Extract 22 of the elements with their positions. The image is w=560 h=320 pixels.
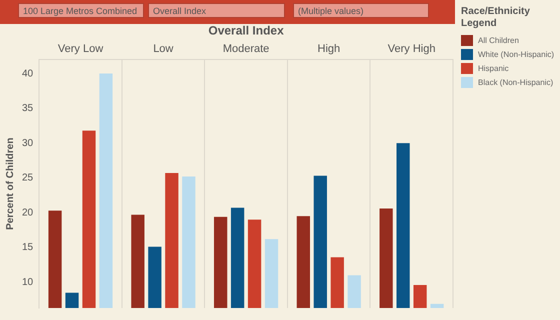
text: Overall Index [148, 3, 285, 18]
y-axis-title: Percent of Children [4, 138, 16, 230]
x-tick-label: High [318, 43, 340, 56]
y-tick-label: 15 [22, 242, 34, 254]
legend-label: All Children [478, 36, 519, 44]
x-tick-label: Low [153, 43, 174, 56]
text: (Multiple values) [293, 3, 429, 18]
y-tick-label: 35 [22, 103, 34, 114]
legend-label: Black (Non-Hispanic) [478, 78, 554, 86]
y-tick-label: 20 [22, 207, 34, 218]
x-tick-label: Very Low [58, 43, 104, 56]
y-tick-label: 25 [22, 172, 34, 184]
legend-label: White (Non-Hispanic) [478, 50, 554, 58]
x-axis-title: Overall Index [208, 24, 284, 38]
y-tick-label: 10 [22, 277, 34, 288]
y-tick-label: 30 [22, 138, 34, 149]
x-tick-label: Moderate [222, 43, 270, 56]
legend-title: Race/Ethnicity Legend [461, 6, 531, 30]
x-tick-label: Very High [388, 43, 436, 56]
text: 100 Large Metros Combined [18, 3, 144, 18]
y-tick-label: 40 [22, 68, 34, 80]
legend-label: Hispanic [478, 64, 509, 72]
